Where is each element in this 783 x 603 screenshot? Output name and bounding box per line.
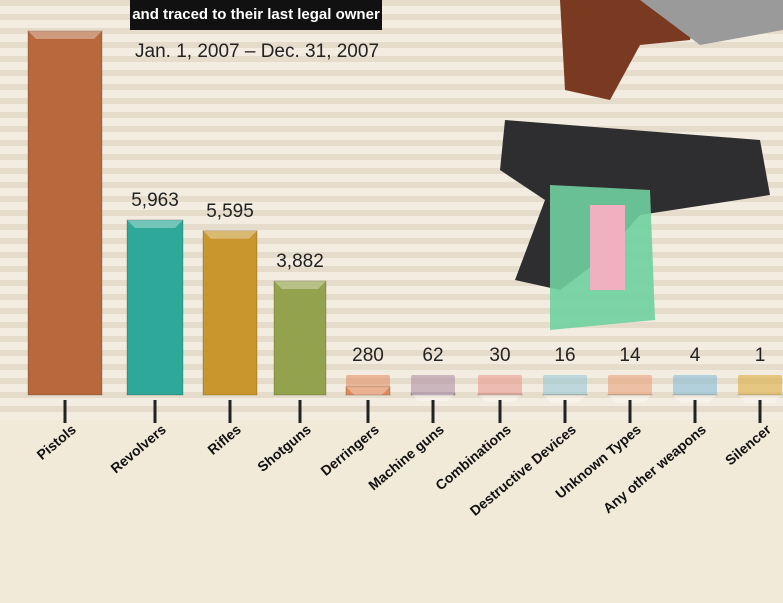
bar-base xyxy=(738,375,782,395)
value-label: 1 xyxy=(755,345,766,366)
bar-base xyxy=(411,375,455,395)
bar-base xyxy=(673,375,717,395)
bar xyxy=(274,281,326,395)
bar-top xyxy=(28,31,102,39)
value-label: 3,882 xyxy=(276,251,324,272)
subtitle: and traced to their last legal owner xyxy=(132,6,380,23)
value-label: 5,963 xyxy=(131,190,179,211)
date-range: Jan. 1, 2007 – Dec. 31, 2007 xyxy=(135,41,379,62)
value-label: 5,595 xyxy=(206,201,254,222)
bar-top xyxy=(274,281,326,289)
bar-base xyxy=(543,375,587,395)
value-label: 4 xyxy=(690,345,701,366)
value-label: 14 xyxy=(619,345,641,366)
value-label: 62 xyxy=(422,345,443,366)
bar-top xyxy=(127,220,183,228)
value-label: 16 xyxy=(554,345,575,366)
bar-base xyxy=(478,375,522,395)
bar xyxy=(127,220,183,395)
bar xyxy=(28,31,102,395)
bar xyxy=(203,231,257,395)
chart: and traced to their last legal owner Jan… xyxy=(0,0,783,603)
value-label: 30 xyxy=(489,345,510,366)
bar-base xyxy=(608,375,652,395)
bar-top xyxy=(203,231,257,239)
value-label: 280 xyxy=(352,345,384,366)
